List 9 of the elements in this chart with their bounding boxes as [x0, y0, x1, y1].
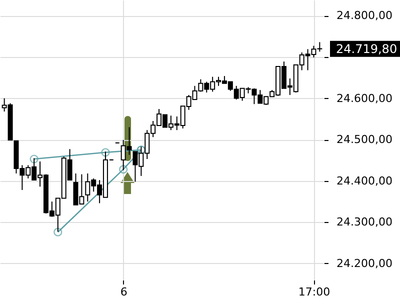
y-tick-label: 24.800,00 [336, 9, 392, 22]
y-tick-label: 24.200,00 [336, 256, 392, 270]
y-tick-label: 24.400,00 [336, 174, 392, 188]
y-tick-label: 24.500,00 [336, 133, 392, 146]
x-tick-label: 6 [120, 286, 128, 298]
x-tick-label: 17:00 [298, 286, 330, 298]
y-tick-label: 24.300,00 [336, 216, 392, 229]
text: 24.719,80 [336, 42, 398, 56]
y-tick-label: 24.600,00 [336, 92, 392, 105]
